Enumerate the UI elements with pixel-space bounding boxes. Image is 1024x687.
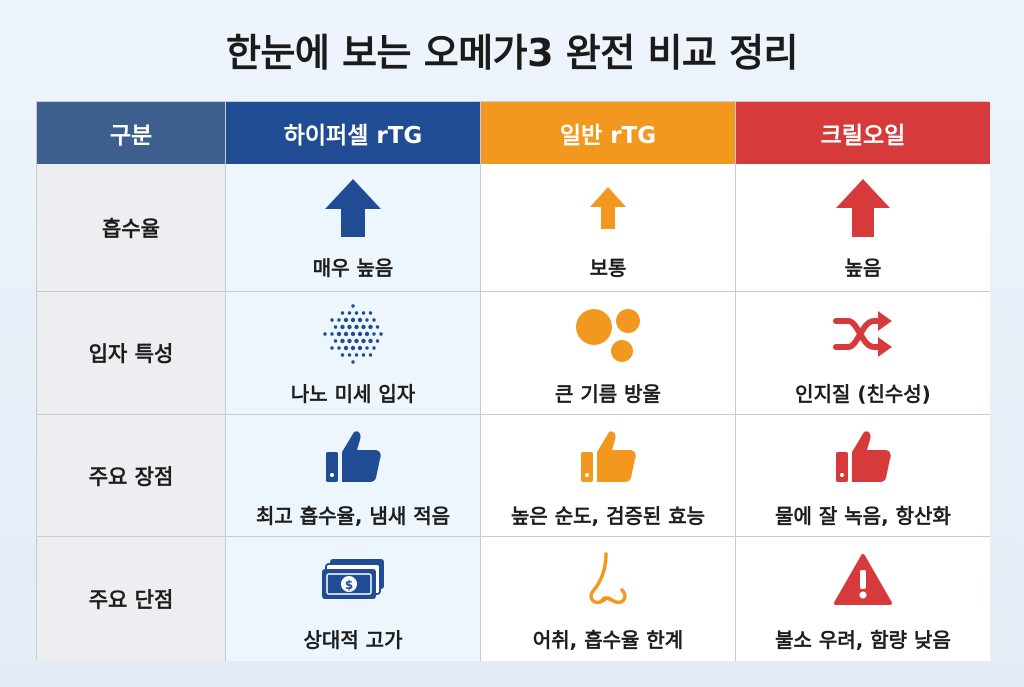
header-hyperselect-rtg: 하이퍼셀 rTG (226, 102, 481, 164)
cell-hyperselect-disadvantages: $ 상대적 고가 (226, 537, 481, 661)
nano-dot (323, 331, 327, 336)
cell-hyperselect-absorption: 매우 높음 (226, 164, 481, 292)
nano-dot (372, 345, 376, 350)
row-label-disadvantages: 주요 단점 (37, 537, 226, 661)
nano-dot (357, 331, 363, 336)
nano-dot (336, 331, 342, 336)
nano-dot (365, 317, 369, 322)
nano-dot (361, 338, 366, 343)
thumbs-up-icon (836, 431, 891, 482)
header-krill-oil: 크릴오일 (736, 102, 990, 164)
nano-dot (343, 345, 349, 350)
nano-dot (372, 331, 376, 336)
cell-krill-particle: 인지질 (친수성) (736, 292, 990, 415)
cell-krill-absorption: 높음 (736, 164, 990, 292)
thumbs-up-icon (581, 431, 636, 482)
cell-label: 인지질 (친수성) (795, 381, 931, 406)
nano-dot (354, 310, 359, 315)
nano-dot (354, 324, 359, 329)
cell-label: 보통 (589, 256, 627, 280)
nano-dot (357, 345, 363, 350)
nano-dot (350, 331, 356, 336)
row-label-absorption: 흡수율 (37, 164, 226, 292)
warning-icon (834, 553, 892, 605)
nano-dot (364, 331, 370, 336)
nano-dot (343, 317, 349, 322)
nano-dot (375, 338, 380, 343)
cell-label: 불소 우려, 함량 낮음 (775, 627, 951, 652)
nano-dot (368, 310, 373, 315)
nano-dot (337, 345, 341, 350)
nano-dot (330, 331, 334, 336)
nano-dot (361, 324, 366, 329)
nano-dot (350, 317, 356, 322)
nano-dot (340, 310, 345, 315)
cell-krill-advantages: 물에 잘 녹음, 항산화 (736, 415, 990, 537)
money-icon: $ (322, 558, 384, 599)
svg-text:$: $ (345, 578, 353, 592)
nano-particles-icon (323, 303, 383, 364)
nano-dot (340, 324, 345, 329)
up-arrow-icon (836, 179, 890, 237)
nano-dot (330, 317, 334, 322)
small-up-arrow-icon (590, 187, 626, 229)
nano-dot (347, 352, 352, 357)
nano-dot (347, 310, 352, 315)
cell-label: 큰 기름 방울 (555, 381, 661, 406)
cell-label: 나노 미세 입자 (290, 381, 416, 406)
nano-dot (372, 317, 376, 322)
header-category: 구분 (37, 102, 226, 164)
nano-dot (333, 338, 338, 343)
cell-label: 상대적 고가 (303, 627, 403, 652)
cell-regular-advantages: 높은 순도, 검증된 효능 (481, 415, 736, 537)
nano-dot (351, 303, 355, 308)
comparison-table: 구분 하이퍼셀 rTG 일반 rTG 크릴오일 흡수율 매우 높음 보통 높음 … (36, 101, 990, 661)
nano-dot (343, 331, 349, 336)
cell-hyperselect-advantages: 최고 흡수율, 냄새 적음 (226, 415, 481, 537)
cell-label: 어취, 흡수율 한계 (532, 627, 684, 652)
row-label-advantages: 주요 장점 (37, 415, 226, 537)
cell-regular-particle: 큰 기름 방울 (481, 292, 736, 415)
nano-dot (347, 338, 352, 343)
cell-hyperselect-particle: 나노 미세 입자 (226, 292, 481, 415)
nano-dot (354, 352, 359, 357)
nano-dot (357, 317, 363, 322)
nano-dot (379, 331, 383, 336)
nano-dot (340, 352, 345, 357)
nano-dot (333, 324, 338, 329)
cell-label: 최고 흡수율, 냄새 적음 (255, 504, 451, 528)
nano-dot (368, 324, 373, 329)
oil-droplets-icon (576, 308, 640, 362)
nano-dot (361, 310, 366, 315)
nano-dot (337, 317, 341, 322)
nano-dot (340, 338, 345, 343)
cell-label: 높음 (844, 256, 882, 280)
nano-dot (368, 338, 373, 343)
nano-dot (368, 352, 373, 357)
cell-krill-disadvantages: 불소 우려, 함량 낮음 (736, 537, 990, 661)
nano-dot (350, 345, 356, 350)
row-label-particle: 입자 특성 (37, 292, 226, 415)
nano-dot (330, 345, 334, 350)
cell-label: 높은 순도, 검증된 효능 (510, 504, 706, 528)
shuffle-icon (833, 310, 892, 357)
cell-label: 매우 높음 (312, 256, 394, 280)
large-up-arrow-icon (325, 179, 381, 237)
nano-dot (351, 359, 355, 364)
cell-regular-disadvantages: 어취, 흡수율 한계 (481, 537, 736, 661)
nose-icon (589, 551, 627, 604)
cell-regular-absorption: 보통 (481, 164, 736, 292)
header-regular-rtg: 일반 rTG (481, 102, 736, 164)
nano-dot (375, 324, 380, 329)
nano-dot (361, 352, 366, 357)
nano-dot (354, 338, 359, 343)
nano-dot (365, 345, 369, 350)
page-title: 한눈에 보는 오메가3 완전 비교 정리 (225, 31, 799, 75)
nano-dot (347, 324, 352, 329)
cell-label: 물에 잘 녹음, 항산화 (775, 504, 951, 528)
thumbs-up-icon (326, 431, 381, 482)
